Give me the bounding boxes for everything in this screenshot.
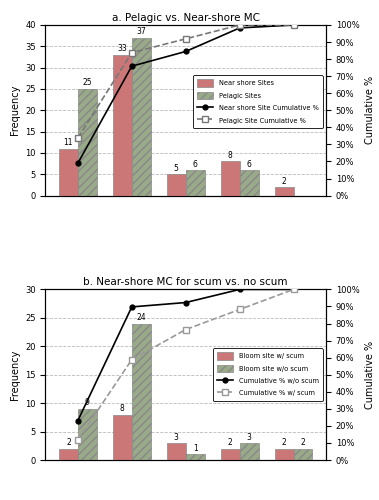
- Bar: [275, 187, 294, 196]
- Text: 8: 8: [228, 151, 233, 160]
- Text: 5: 5: [174, 164, 179, 173]
- Text: 3: 3: [247, 432, 252, 442]
- Bar: [221, 448, 240, 460]
- Legend: Near shore Sites, Pelagic Sites, Near shore Site Cumulative %, Pelagic Site Cumu: Near shore Sites, Pelagic Sites, Near sh…: [193, 76, 323, 128]
- Bar: [78, 89, 97, 196]
- Bar: [240, 443, 258, 460]
- Text: 33: 33: [117, 44, 127, 54]
- Bar: [167, 443, 186, 460]
- Text: 6: 6: [193, 160, 197, 168]
- Bar: [167, 174, 186, 196]
- Bar: [275, 448, 294, 460]
- Y-axis label: Frequency: Frequency: [9, 85, 20, 136]
- Y-axis label: Cumulative %: Cumulative %: [365, 340, 375, 409]
- Bar: [132, 38, 151, 196]
- Text: 3: 3: [174, 432, 179, 442]
- Text: 2: 2: [282, 438, 287, 447]
- Title: a. Pelagic vs. Near-shore MC: a. Pelagic vs. Near-shore MC: [112, 13, 260, 23]
- Text: 2: 2: [301, 438, 305, 447]
- Text: 2: 2: [282, 176, 287, 186]
- Bar: [221, 162, 240, 196]
- Bar: [294, 448, 312, 460]
- Text: 11: 11: [64, 138, 73, 147]
- Text: 1: 1: [193, 444, 197, 453]
- Bar: [186, 454, 205, 460]
- Text: 8: 8: [120, 404, 125, 413]
- Bar: [113, 55, 132, 196]
- Bar: [240, 170, 258, 196]
- Text: 6: 6: [247, 160, 252, 168]
- Bar: [113, 414, 132, 460]
- Y-axis label: Cumulative %: Cumulative %: [365, 76, 375, 144]
- Y-axis label: Frequency: Frequency: [9, 350, 20, 400]
- Text: 25: 25: [83, 78, 92, 88]
- Text: 24: 24: [136, 313, 146, 322]
- Bar: [78, 409, 97, 460]
- Title: b. Near-shore MC for scum vs. no scum: b. Near-shore MC for scum vs. no scum: [83, 277, 288, 287]
- Bar: [59, 148, 78, 196]
- Legend: Bloom site w/ scum, Bloom site w/o scum, Cumulative % w/o scum, Cumulative % w/ : Bloom site w/ scum, Bloom site w/o scum,…: [213, 348, 323, 401]
- Bar: [59, 448, 78, 460]
- Text: 2: 2: [228, 438, 233, 447]
- Bar: [186, 170, 205, 196]
- Text: 2: 2: [66, 438, 71, 447]
- Text: 9: 9: [85, 398, 90, 407]
- Text: 37: 37: [136, 28, 146, 36]
- Bar: [132, 324, 151, 460]
